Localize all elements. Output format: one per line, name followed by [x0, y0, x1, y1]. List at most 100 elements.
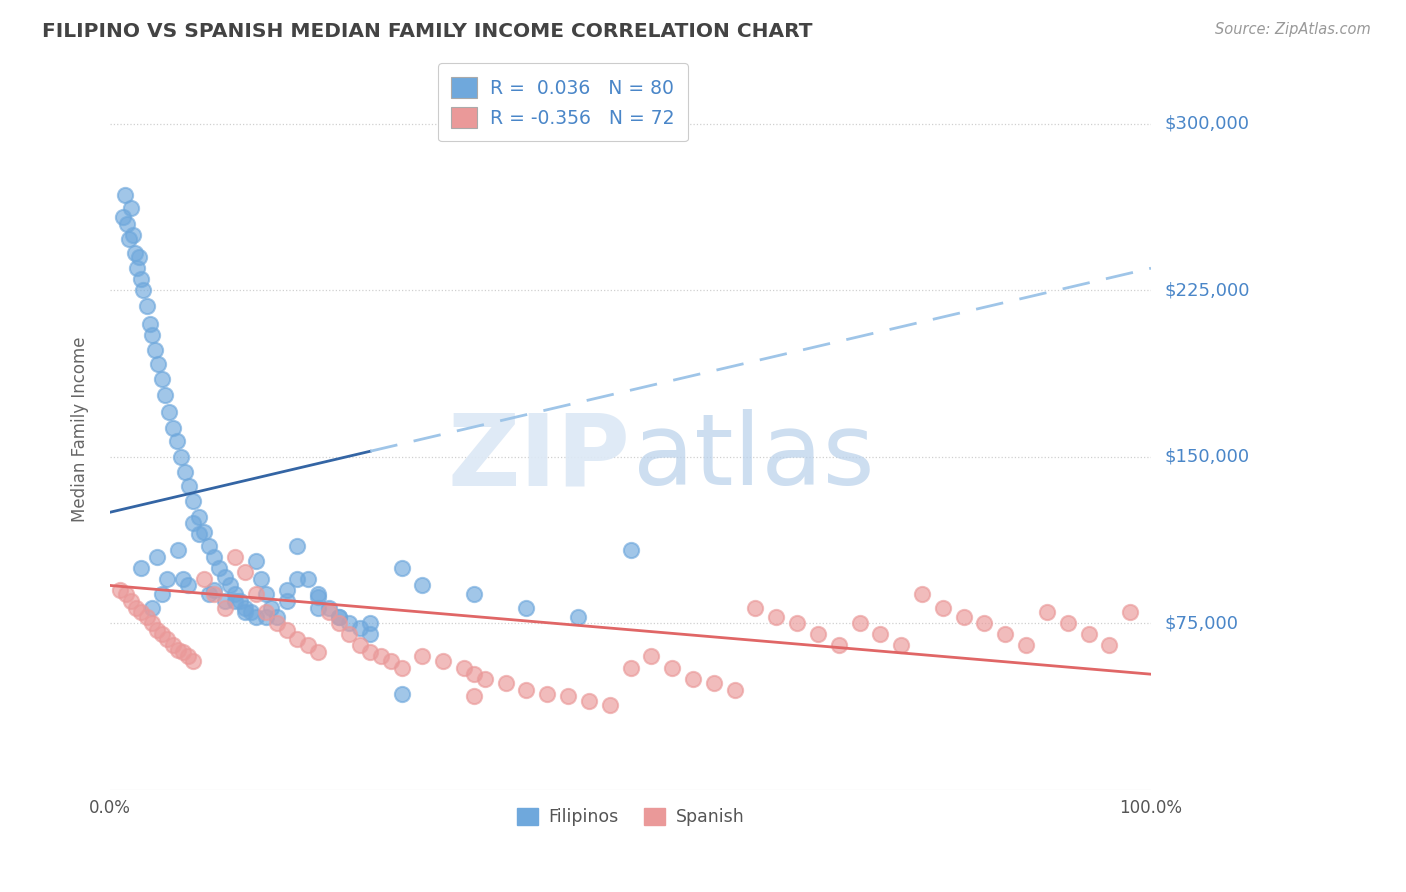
- Point: [172, 572, 194, 586]
- Point: [359, 645, 381, 659]
- Point: [254, 605, 277, 619]
- Text: $75,000: $75,000: [1166, 615, 1239, 632]
- Point: [515, 600, 537, 615]
- Point: [952, 609, 974, 624]
- Point: [129, 272, 152, 286]
- Point: [536, 687, 558, 701]
- Point: [287, 539, 309, 553]
- Point: [890, 638, 912, 652]
- Point: [276, 623, 298, 637]
- Point: [287, 572, 309, 586]
- Point: [166, 543, 188, 558]
- Point: [177, 649, 200, 664]
- Text: atlas: atlas: [633, 409, 875, 507]
- Point: [143, 343, 166, 358]
- Point: [166, 434, 188, 449]
- Point: [318, 600, 340, 615]
- Point: [115, 217, 138, 231]
- Point: [114, 587, 136, 601]
- Point: [994, 627, 1017, 641]
- Point: [187, 527, 209, 541]
- Point: [495, 676, 517, 690]
- Point: [229, 594, 252, 608]
- Point: [619, 543, 641, 558]
- Point: [177, 578, 200, 592]
- Point: [202, 587, 225, 601]
- Text: Source: ZipAtlas.com: Source: ZipAtlas.com: [1215, 22, 1371, 37]
- Point: [328, 609, 350, 624]
- Point: [297, 572, 319, 586]
- Point: [224, 549, 246, 564]
- Point: [391, 560, 413, 574]
- Point: [235, 600, 257, 615]
- Point: [599, 698, 621, 713]
- Point: [250, 572, 273, 586]
- Point: [245, 587, 267, 601]
- Point: [170, 450, 193, 464]
- Point: [129, 560, 152, 574]
- Point: [156, 632, 179, 646]
- Point: [183, 654, 205, 668]
- Point: [411, 578, 433, 592]
- Point: [682, 672, 704, 686]
- Point: [640, 649, 662, 664]
- Point: [235, 565, 257, 579]
- Point: [193, 572, 215, 586]
- Point: [120, 594, 142, 608]
- Point: [578, 694, 600, 708]
- Point: [911, 587, 934, 601]
- Point: [122, 227, 145, 242]
- Text: FILIPINO VS SPANISH MEDIAN FAMILY INCOME CORRELATION CHART: FILIPINO VS SPANISH MEDIAN FAMILY INCOME…: [42, 22, 813, 41]
- Point: [110, 582, 132, 597]
- Point: [567, 609, 589, 624]
- Point: [359, 627, 381, 641]
- Point: [214, 569, 236, 583]
- Point: [146, 549, 169, 564]
- Point: [318, 605, 340, 619]
- Point: [150, 587, 173, 601]
- Point: [156, 572, 179, 586]
- Point: [266, 609, 288, 624]
- Point: [786, 616, 808, 631]
- Point: [744, 600, 766, 615]
- Point: [150, 627, 173, 641]
- Point: [202, 549, 225, 564]
- Point: [129, 605, 152, 619]
- Text: $150,000: $150,000: [1166, 448, 1250, 466]
- Point: [224, 594, 246, 608]
- Point: [973, 616, 995, 631]
- Point: [141, 600, 163, 615]
- Point: [198, 539, 221, 553]
- Point: [224, 587, 246, 601]
- Point: [869, 627, 891, 641]
- Point: [146, 623, 169, 637]
- Point: [307, 600, 329, 615]
- Point: [276, 594, 298, 608]
- Point: [339, 627, 361, 641]
- Point: [828, 638, 851, 652]
- Point: [155, 387, 177, 401]
- Text: ZIP: ZIP: [447, 409, 630, 507]
- Point: [245, 554, 267, 568]
- Point: [463, 667, 485, 681]
- Point: [120, 202, 142, 216]
- Point: [141, 616, 163, 631]
- Point: [1098, 638, 1121, 652]
- Point: [125, 600, 148, 615]
- Point: [198, 587, 221, 601]
- Point: [453, 660, 475, 674]
- Point: [183, 516, 205, 531]
- Point: [307, 645, 329, 659]
- Point: [380, 654, 402, 668]
- Point: [391, 687, 413, 701]
- Point: [307, 590, 329, 604]
- Point: [245, 609, 267, 624]
- Point: [218, 578, 240, 592]
- Point: [932, 600, 955, 615]
- Point: [260, 600, 283, 615]
- Point: [135, 609, 157, 624]
- Point: [183, 494, 205, 508]
- Point: [515, 682, 537, 697]
- Point: [239, 605, 262, 619]
- Point: [193, 525, 215, 540]
